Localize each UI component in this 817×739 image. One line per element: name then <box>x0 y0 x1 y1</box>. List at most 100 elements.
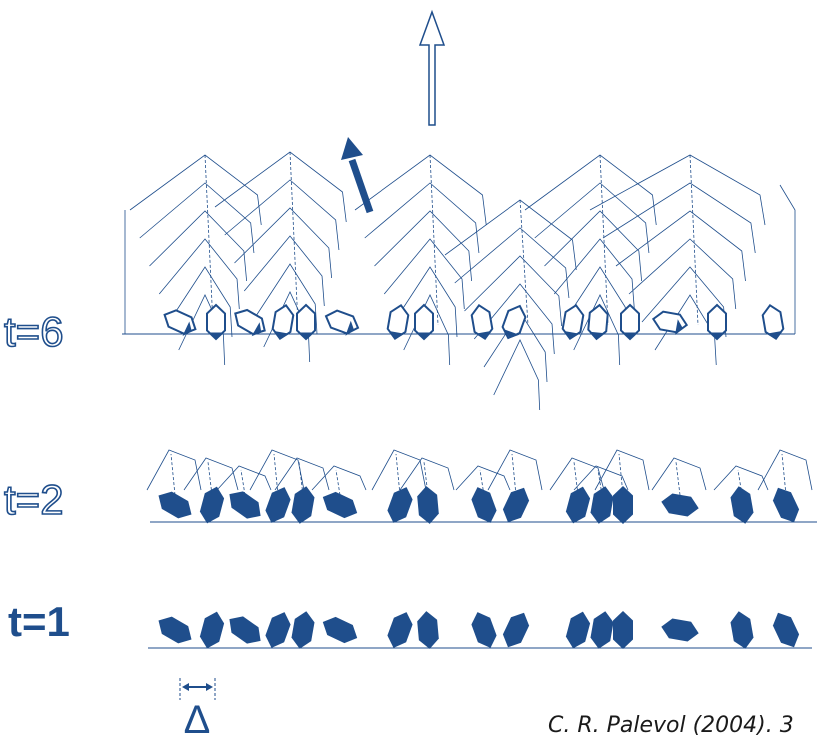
growth-track-t2 <box>781 453 787 496</box>
label-t1: t=1 <box>8 598 70 645</box>
crystal-t2 <box>158 491 192 519</box>
overgrowth-t6 <box>602 182 756 254</box>
growth-track-t2 <box>298 461 304 496</box>
overgrowth-t6 <box>158 238 240 310</box>
crystal-t1 <box>322 616 358 644</box>
crystal-t6-base <box>622 332 638 339</box>
growth-track-t2 <box>240 469 246 496</box>
growth-track-t6 <box>289 151 299 326</box>
crystal-t2 <box>387 487 413 523</box>
overgrowth-t2 <box>594 449 650 491</box>
overgrowth-t2 <box>311 465 367 491</box>
label-t6: t=6 <box>4 308 64 355</box>
growth-track-t6 <box>689 154 699 326</box>
overgrowth-t6 <box>524 154 657 226</box>
crystal-t1 <box>730 611 754 649</box>
crystal-t2 <box>471 487 497 523</box>
crystal-t1 <box>265 612 291 648</box>
growth-track-t2 <box>170 453 176 496</box>
growth-track-t2 <box>511 453 517 496</box>
overgrowth-t6 <box>224 179 340 251</box>
crystal-t6-base <box>345 320 355 336</box>
crystal-t1 <box>199 611 225 649</box>
crystal-t2 <box>229 491 261 519</box>
crystal-t1 <box>158 616 192 644</box>
crystal-t6-base <box>298 332 314 339</box>
crystal-t2 <box>590 486 614 524</box>
growth-track-t2 <box>597 469 603 496</box>
crystal-t2 <box>291 486 315 524</box>
crystal-t6-base <box>766 331 782 339</box>
overgrowth-t6 <box>354 154 487 226</box>
crystal-t6 <box>501 304 527 340</box>
overgrowth-t2 <box>371 449 427 491</box>
crystal-t2 <box>613 486 633 524</box>
overgrowth-t6 <box>214 151 347 223</box>
overgrowth-t6 <box>243 235 325 307</box>
overgrowth-t6 <box>383 238 465 310</box>
crystal-t6-base <box>675 319 683 335</box>
crystal-t2 <box>265 487 291 523</box>
overgrowth-t2 <box>146 449 202 491</box>
overgrowth-t6 <box>553 238 635 310</box>
selection-arrow-head <box>341 137 363 160</box>
growth-track-t2 <box>335 469 341 496</box>
growth-track-t2 <box>573 461 579 496</box>
overgrowth-t6 <box>589 154 766 226</box>
overgrowth-t6 <box>464 255 563 327</box>
overgrowth-t6 <box>615 210 746 282</box>
delta-label: Δ <box>184 698 211 739</box>
overgrowth-t2 <box>183 457 239 491</box>
overgrowth-t6 <box>374 210 473 282</box>
overgrowth-t6 <box>393 266 458 338</box>
overgrowth-t2 <box>651 457 707 491</box>
overgrowth-t6 <box>483 311 548 383</box>
overgrowth-t6 <box>444 199 577 271</box>
growth-track-t6 <box>599 154 609 326</box>
crystal-t1 <box>291 611 315 649</box>
crystal-t6-base <box>504 329 520 339</box>
overgrowth-t2 <box>249 449 305 491</box>
overgrowth-t2 <box>549 457 605 491</box>
overgrowth-t2 <box>487 449 543 491</box>
overgrowth-t2 <box>713 465 769 491</box>
overgrowth-t6 <box>628 238 737 310</box>
crystal-t6 <box>587 303 609 341</box>
overgrowth-t6 <box>139 182 255 254</box>
growth-track-t2 <box>273 453 279 496</box>
crystal-t6-base <box>709 332 725 339</box>
crystal-t6-base <box>251 322 262 337</box>
crystal-t2 <box>565 486 591 524</box>
overgrowth-t2 <box>455 465 511 491</box>
crystal-t2 <box>772 487 800 523</box>
overgrowth-t2 <box>757 449 813 491</box>
growth-track-t2 <box>207 461 213 496</box>
crystal-t6-base <box>564 331 580 339</box>
overgrowth-t6 <box>234 207 333 279</box>
selection-arrow <box>348 158 374 214</box>
overgrowth-t2 <box>274 457 330 491</box>
overgrowth-t6 <box>149 210 248 282</box>
citation: C. R. Palevol (2004). 3 <box>548 713 794 738</box>
crystal-t1 <box>229 616 261 644</box>
growth-track-t6 <box>429 154 439 326</box>
crystal-t2 <box>661 493 699 517</box>
overgrowth-t6 <box>168 266 233 338</box>
crystal-t1 <box>613 611 633 649</box>
overgrowth-t6 <box>573 294 621 366</box>
growth-track-t2 <box>479 469 485 496</box>
growth-track-t2 <box>618 453 624 496</box>
overgrowth-t6 <box>364 182 480 254</box>
crystal-t1 <box>471 612 497 648</box>
overgrowth-t6 <box>493 339 541 411</box>
growth-track-t6 <box>519 199 529 326</box>
growth-track-t2 <box>737 469 743 496</box>
growth-track-t6 <box>204 154 214 326</box>
crystal-t1 <box>661 618 699 642</box>
crystal-t2 <box>502 487 530 523</box>
crystal-t6 <box>386 303 410 341</box>
crystal-t6-base <box>274 331 290 339</box>
overgrowth-t6 <box>534 182 650 254</box>
growth-arrow <box>418 9 446 126</box>
overgrowth-t2 <box>399 457 455 491</box>
